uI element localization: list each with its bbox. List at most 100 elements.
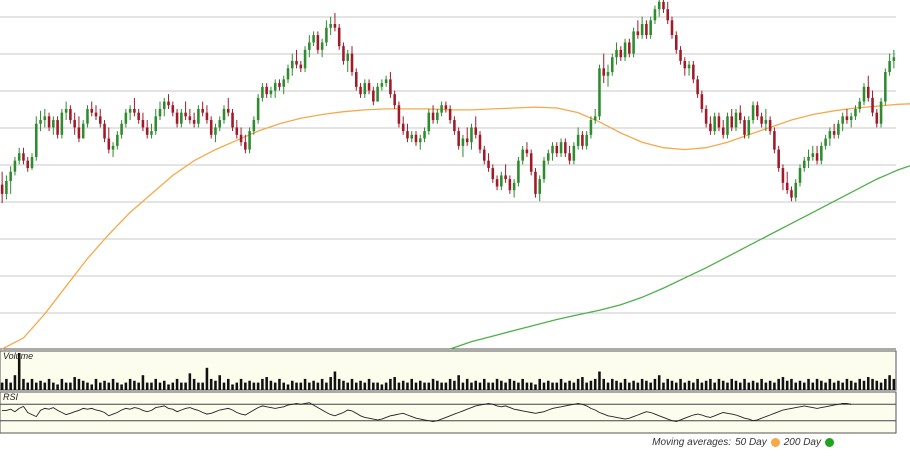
volume-bar — [623, 378, 627, 390]
candle-body — [777, 149, 780, 169]
candle-body — [568, 153, 571, 161]
candle-body — [862, 86, 866, 102]
candle-body — [662, 1, 665, 10]
candle — [333, 12, 337, 32]
candle — [120, 120, 123, 139]
candle — [862, 83, 866, 106]
volume-bar — [184, 382, 187, 390]
candle-body — [180, 112, 183, 124]
candle-body — [372, 90, 375, 102]
candle — [111, 142, 115, 157]
candle — [175, 108, 179, 128]
candle — [244, 134, 247, 154]
candle-body — [709, 123, 712, 132]
candle — [337, 24, 341, 50]
volume-bar — [884, 378, 887, 390]
candle — [299, 60, 303, 73]
candle — [34, 116, 38, 161]
candle-body — [214, 127, 217, 135]
volume-bar — [34, 382, 38, 390]
volume-bar — [866, 377, 870, 390]
volume-bar — [802, 382, 806, 390]
volume-bar — [888, 375, 891, 390]
volume-bar — [188, 373, 192, 390]
legend-ma50-label: 50 Day — [735, 436, 767, 448]
volume-bar — [171, 382, 175, 390]
volume-bar — [820, 380, 823, 390]
candle-body — [337, 27, 341, 47]
candle-body — [444, 105, 448, 109]
candle-body — [704, 108, 708, 124]
candle — [73, 112, 76, 135]
candle-body — [743, 120, 746, 135]
volume-bar — [436, 380, 439, 390]
volume-bar — [52, 382, 55, 390]
volume-bar — [564, 382, 567, 390]
volume-bar — [662, 382, 665, 390]
candle — [308, 35, 311, 58]
volume-bar — [256, 382, 260, 390]
candle — [849, 112, 853, 128]
volume-bar — [837, 380, 840, 390]
volume-bar — [141, 375, 145, 390]
candle-body — [150, 131, 153, 135]
candle-body — [555, 145, 559, 154]
moving-averages-legend: Moving averages: 50 Day 200 Day — [652, 435, 834, 449]
volume-bar — [610, 378, 614, 390]
candle-body — [184, 112, 187, 117]
volume-bar — [670, 380, 674, 390]
candle — [888, 53, 891, 76]
volume-bar — [333, 371, 337, 390]
candle — [534, 168, 537, 198]
volume-bar — [103, 380, 106, 390]
candle — [444, 101, 448, 113]
candle — [892, 49, 896, 69]
candle — [222, 105, 226, 124]
candle-body — [679, 49, 682, 61]
volume-bar — [504, 382, 507, 390]
candle-body — [807, 156, 810, 161]
candle — [811, 145, 815, 161]
candle-body — [879, 101, 883, 124]
volume-bar — [431, 378, 435, 390]
candle — [5, 175, 8, 200]
candle-body — [252, 120, 256, 132]
candle — [320, 38, 324, 58]
volume-bar — [273, 382, 277, 390]
candle-body — [542, 160, 546, 180]
candle — [128, 105, 132, 121]
candle-body — [406, 131, 409, 139]
candle-body — [768, 120, 772, 132]
candle — [636, 20, 640, 39]
candle-body — [747, 120, 751, 135]
candle-body — [892, 57, 896, 61]
volume-bar — [713, 382, 716, 390]
candle — [286, 64, 290, 84]
candle — [69, 105, 72, 124]
candle-body — [815, 153, 819, 161]
candle-body — [687, 64, 691, 69]
volume-bar — [13, 375, 17, 390]
volume-bar — [410, 378, 414, 390]
candle-body — [34, 123, 38, 157]
volume-bar — [457, 375, 460, 390]
candle — [794, 179, 798, 202]
candle-body — [478, 134, 482, 150]
volume-bar — [615, 380, 618, 390]
volume-bar — [585, 382, 588, 390]
volume-bar — [116, 382, 119, 390]
volume-bar — [487, 382, 490, 390]
volume-bar — [337, 378, 341, 390]
candle — [22, 147, 25, 165]
volume-bar — [56, 384, 59, 390]
candle-body — [320, 42, 324, 50]
candle-body — [781, 168, 785, 183]
candle — [730, 108, 734, 132]
candle-body — [162, 101, 166, 109]
candle-body — [81, 123, 85, 139]
candle-body — [239, 134, 243, 143]
candle-body — [811, 153, 815, 157]
candle-body — [397, 105, 401, 124]
candle-body — [192, 120, 196, 124]
volume-bar — [111, 378, 115, 390]
